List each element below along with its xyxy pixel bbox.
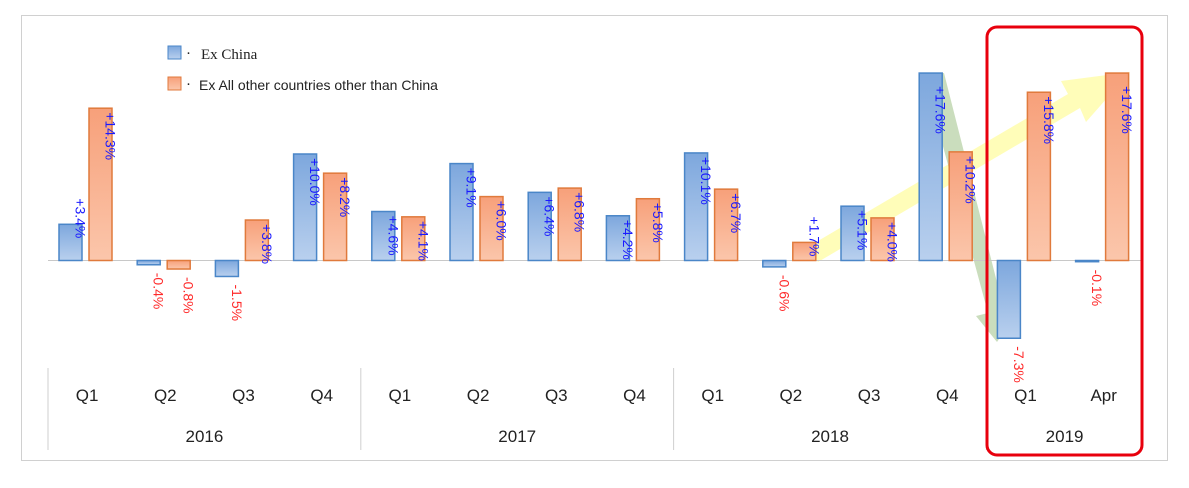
category-label-3: Q4 <box>310 386 333 405</box>
value-label-ex-china-9: -0.6% <box>776 275 792 312</box>
value-label-ex-china-12: -7.3% <box>1011 346 1027 383</box>
category-label-6: Q3 <box>545 386 568 405</box>
category-label-12: Q1 <box>1014 386 1037 405</box>
bar-ex-china-7 <box>605 215 631 262</box>
bar-ex-china-3 <box>292 153 318 262</box>
year-label-2016: 2016 <box>185 427 223 446</box>
bar-ex-others-8 <box>713 188 739 262</box>
bar-ex-others-3 <box>322 172 348 262</box>
category-label-7: Q4 <box>623 386 646 405</box>
bar-ex-china-0 <box>58 223 83 262</box>
category-axis: Q1 Q2 Q3 Q4 Q1 Q2 Q3 Q4 Q1 Q2 Q3 Q4 Q1 Apr 2016 2017 201… <box>47 368 1117 450</box>
value-label-ex-china-10: +5.1% <box>855 210 871 250</box>
bar-ex-china-10 <box>840 205 865 262</box>
bar-ex-china-1 <box>136 259 161 266</box>
value-label-ex-china-0: +3.4% <box>73 198 89 238</box>
value-label-ex-china-6: +6.4% <box>542 196 558 236</box>
bar-ex-others-4 <box>401 216 426 262</box>
bar-ex-china-11 <box>918 72 943 262</box>
category-label-5: Q2 <box>467 386 490 405</box>
value-label-ex-china-7: +4.2% <box>620 220 636 260</box>
legend: · Ex China · Ex All other countries othe… <box>167 45 438 93</box>
value-labels: +3.4% -0.4% -1.5% +10.0% +4.6% +9.1% +6.4% +4.2… <box>73 86 1136 383</box>
chart-frame <box>21 15 1168 461</box>
value-label-ex-others-3: +8.2% <box>337 177 353 217</box>
bar-ex-others-1 <box>166 259 191 270</box>
bar-ex-china-9 <box>762 259 787 268</box>
value-label-ex-others-0: +14.3% <box>103 112 119 160</box>
bar-ex-others-5 <box>479 195 504 262</box>
value-label-ex-others-12: +15.8% <box>1041 96 1057 144</box>
bar-ex-china-13 <box>1074 259 1100 263</box>
category-label-1: Q2 <box>154 386 177 405</box>
bar-ex-others-2 <box>244 219 270 262</box>
value-label-ex-china-1: -0.4% <box>151 273 167 310</box>
year-label-2019: 2019 <box>1046 427 1084 446</box>
category-label-11: Q4 <box>936 386 959 405</box>
bar-ex-others-12 <box>1026 91 1052 262</box>
year-label-2017: 2017 <box>498 427 536 446</box>
value-label-ex-china-8: +10.1% <box>698 157 714 205</box>
legend-dot: · <box>186 77 191 93</box>
category-label-10: Q3 <box>858 386 881 405</box>
category-label-8: Q1 <box>701 386 724 405</box>
category-label-4: Q1 <box>389 386 412 405</box>
bar-ex-china-2 <box>214 259 240 278</box>
value-label-ex-others-4: +4.1% <box>415 221 431 261</box>
value-label-ex-china-4: +4.6% <box>385 216 401 256</box>
legend-swatch-ex-others <box>167 76 182 91</box>
value-label-ex-others-7: +5.8% <box>650 203 666 243</box>
bar-ex-others-7 <box>635 197 661 262</box>
bar-ex-china-8 <box>683 152 709 262</box>
bar-ex-others-9 <box>792 241 817 262</box>
bar-ex-others-6 <box>557 187 582 262</box>
value-label-ex-china-2: -1.5% <box>229 284 245 321</box>
year-label-2018: 2018 <box>811 427 849 446</box>
category-label-9: Q2 <box>780 386 803 405</box>
category-label-2: Q3 <box>232 386 255 405</box>
value-label-ex-others-10: +4.0% <box>885 222 901 262</box>
bar-ex-china-6 <box>527 191 552 262</box>
value-label-ex-others-5: +6.0% <box>494 201 510 241</box>
value-label-ex-others-11: +10.2% <box>963 156 979 204</box>
highlight-2019-box <box>985 25 1144 457</box>
bar-ex-others-13 <box>1104 72 1130 262</box>
value-label-ex-china-3: +10.0% <box>307 158 323 206</box>
bar-ex-others-0 <box>88 107 113 262</box>
value-label-ex-others-9: +1.7% <box>806 216 822 256</box>
bar-ex-china-5 <box>449 162 474 262</box>
category-label-13: Apr <box>1090 386 1117 405</box>
value-label-ex-others-1: -0.8% <box>181 277 197 314</box>
bar-ex-china-12 <box>996 259 1022 339</box>
bar-ex-china-4 <box>371 210 396 262</box>
value-label-ex-others-2: +3.8% <box>259 224 275 264</box>
bar-ex-others-10 <box>870 217 895 262</box>
value-label-ex-others-8: +6.7% <box>728 193 744 233</box>
bar-ex-others-11 <box>948 151 973 262</box>
value-label-ex-others-13: +17.6% <box>1119 86 1135 134</box>
value-label-ex-china-11: +17.6% <box>933 86 949 134</box>
category-label-0: Q1 <box>76 386 99 405</box>
legend-swatch-ex-china <box>167 45 182 60</box>
legend-label-ex-others: Ex All other countries other than China <box>199 77 438 93</box>
legend-label-ex-china: Ex China <box>201 47 258 63</box>
value-label-ex-china-13: -0.1% <box>1089 270 1105 307</box>
value-label-ex-others-6: +6.8% <box>572 192 588 232</box>
legend-dot: · <box>186 46 191 62</box>
value-label-ex-china-5: +9.1% <box>464 168 480 208</box>
bars <box>58 72 1130 339</box>
